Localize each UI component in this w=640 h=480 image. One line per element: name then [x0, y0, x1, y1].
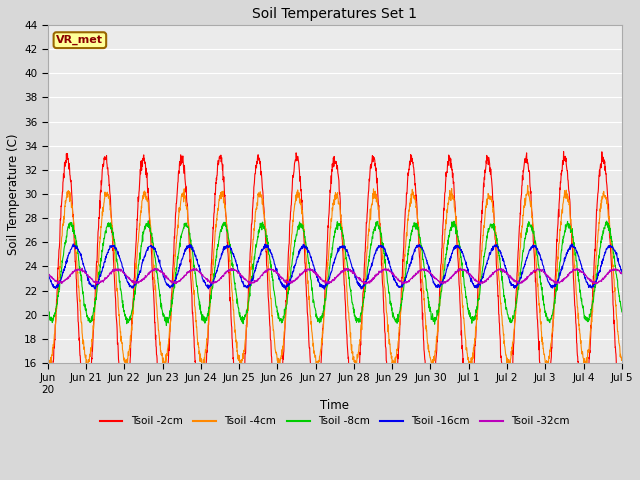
Tsoil -16cm: [618, 271, 626, 276]
Tsoil -16cm: [568, 243, 575, 249]
Tsoil -2cm: [568, 228, 575, 234]
Tsoil -32cm: [568, 269, 575, 275]
Tsoil -32cm: [44, 271, 52, 276]
X-axis label: Time: Time: [320, 399, 349, 412]
Tsoil -32cm: [341, 265, 349, 271]
Tsoil -8cm: [568, 228, 575, 234]
Tsoil -4cm: [584, 354, 591, 360]
Tsoil -32cm: [364, 280, 372, 286]
Tsoil -16cm: [282, 287, 289, 292]
Legend: Tsoil -2cm, Tsoil -4cm, Tsoil -8cm, Tsoil -16cm, Tsoil -32cm: Tsoil -2cm, Tsoil -4cm, Tsoil -8cm, Tsoi…: [95, 412, 574, 431]
Tsoil -32cm: [584, 275, 591, 280]
Tsoil -8cm: [352, 318, 360, 324]
Tsoil -32cm: [204, 277, 212, 283]
Line: Tsoil -4cm: Tsoil -4cm: [48, 185, 622, 370]
Line: Tsoil -32cm: Tsoil -32cm: [48, 268, 622, 284]
Tsoil -2cm: [560, 149, 568, 155]
Tsoil -2cm: [44, 403, 52, 409]
Tsoil -8cm: [205, 308, 212, 314]
Tsoil -4cm: [204, 329, 212, 335]
Tsoil -4cm: [352, 359, 360, 365]
Tsoil -8cm: [145, 218, 152, 224]
Text: VR_met: VR_met: [56, 35, 104, 45]
Tsoil -2cm: [427, 417, 435, 422]
Tsoil -8cm: [163, 323, 170, 328]
Tsoil -8cm: [584, 318, 591, 324]
Tsoil -16cm: [502, 266, 510, 272]
Tsoil -4cm: [524, 182, 532, 188]
Tsoil -4cm: [44, 355, 52, 361]
Y-axis label: Soil Temperature (C): Soil Temperature (C): [7, 133, 20, 255]
Tsoil -16cm: [44, 269, 52, 275]
Line: Tsoil -16cm: Tsoil -16cm: [48, 244, 622, 289]
Tsoil -4cm: [236, 367, 244, 373]
Tsoil -16cm: [584, 281, 591, 287]
Tsoil -4cm: [618, 355, 626, 361]
Tsoil -8cm: [618, 309, 626, 315]
Tsoil -16cm: [70, 241, 77, 247]
Tsoil -32cm: [618, 271, 626, 276]
Tsoil -32cm: [352, 272, 360, 278]
Tsoil -2cm: [584, 382, 591, 387]
Tsoil -8cm: [502, 305, 510, 311]
Tsoil -2cm: [351, 409, 359, 415]
Tsoil -8cm: [44, 310, 52, 315]
Tsoil -8cm: [365, 260, 372, 266]
Tsoil -16cm: [365, 271, 372, 277]
Tsoil -32cm: [502, 270, 510, 276]
Tsoil -2cm: [204, 339, 212, 345]
Tsoil -16cm: [204, 284, 212, 289]
Tsoil -16cm: [352, 274, 360, 279]
Tsoil -4cm: [568, 230, 575, 236]
Tsoil -32cm: [398, 281, 406, 287]
Tsoil -4cm: [364, 232, 372, 238]
Line: Tsoil -8cm: Tsoil -8cm: [48, 221, 622, 325]
Line: Tsoil -2cm: Tsoil -2cm: [48, 152, 622, 420]
Title: Soil Temperatures Set 1: Soil Temperatures Set 1: [252, 7, 417, 21]
Tsoil -2cm: [502, 408, 509, 413]
Tsoil -2cm: [618, 412, 626, 418]
Tsoil -4cm: [502, 352, 509, 358]
Tsoil -2cm: [364, 197, 372, 203]
